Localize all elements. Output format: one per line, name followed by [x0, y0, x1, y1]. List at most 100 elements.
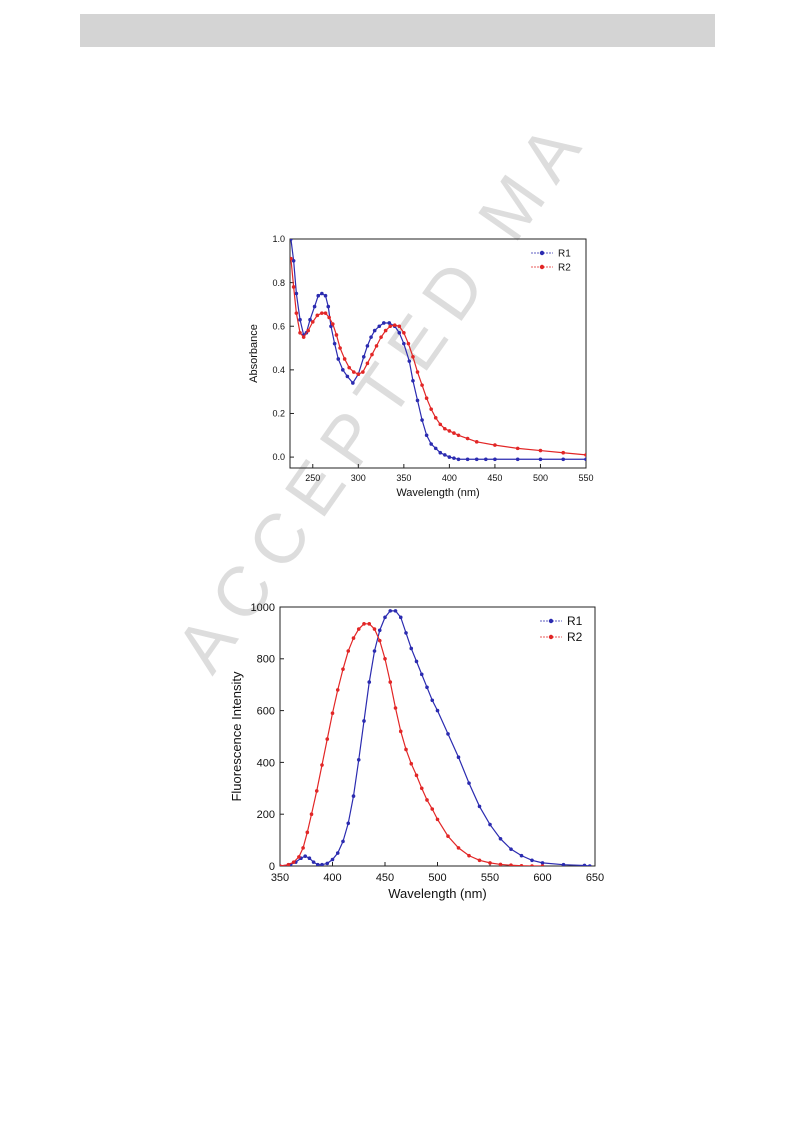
data-point	[316, 293, 321, 298]
data-point	[356, 627, 361, 631]
data-point	[286, 862, 291, 866]
x-tick-label: 350	[271, 872, 289, 884]
data-point	[420, 383, 424, 387]
legend-label: R1	[558, 248, 571, 259]
data-point	[362, 719, 366, 723]
data-point	[341, 368, 345, 372]
data-point	[397, 330, 402, 335]
y-axis-title: Absorbance	[248, 324, 260, 383]
data-point	[305, 830, 310, 835]
data-point	[316, 862, 320, 866]
data-point	[515, 457, 520, 462]
data-point	[314, 789, 319, 793]
data-point	[452, 431, 456, 435]
data-point	[409, 761, 414, 766]
data-point	[323, 293, 328, 298]
data-point	[330, 711, 335, 715]
legend-marker	[539, 264, 545, 270]
data-point	[338, 346, 342, 350]
data-point	[443, 426, 447, 431]
data-point	[335, 851, 340, 855]
data-point	[393, 609, 398, 613]
data-point	[351, 370, 356, 374]
data-point	[398, 729, 403, 734]
data-point	[540, 861, 545, 865]
y-tick-label: 0.0	[272, 452, 285, 462]
series-r2	[290, 256, 586, 457]
data-point	[311, 860, 316, 864]
data-point	[346, 821, 351, 826]
y-tick-label: 0.4	[272, 365, 285, 375]
data-point	[561, 450, 566, 455]
data-point	[467, 781, 471, 785]
x-axis-title: Wavelength (nm)	[396, 487, 479, 499]
x-tick-label: 400	[442, 473, 457, 483]
data-point	[414, 659, 419, 664]
data-point	[323, 311, 328, 315]
data-point	[443, 453, 447, 457]
legend-label: R2	[567, 630, 583, 644]
x-tick-label: 300	[351, 473, 366, 483]
data-point	[330, 857, 335, 862]
data-point	[377, 638, 382, 643]
data-point	[356, 372, 361, 377]
data-point	[415, 398, 420, 403]
legend-label: R2	[558, 262, 571, 273]
data-point	[430, 807, 435, 811]
data-point	[509, 847, 513, 851]
data-point	[290, 256, 293, 261]
data-point	[456, 755, 461, 760]
x-tick-label: 550	[481, 872, 499, 884]
data-point	[369, 335, 373, 339]
data-point	[374, 344, 379, 348]
data-point	[325, 737, 330, 741]
data-point	[320, 763, 324, 767]
data-point	[406, 341, 411, 346]
y-tick-label: 200	[257, 809, 275, 821]
data-point	[414, 773, 419, 778]
data-point	[456, 433, 461, 438]
data-point	[456, 846, 461, 850]
y-tick-label: 0	[269, 861, 275, 873]
data-point	[291, 285, 296, 289]
data-point	[438, 450, 443, 455]
data-point	[411, 354, 415, 359]
data-point	[515, 446, 520, 451]
data-point	[351, 381, 355, 385]
fluorescence-chart: 350 400 450 500 550 600 650 0 200 400 600 800 1000 Wa…	[229, 602, 604, 901]
x-tick-label: 600	[533, 872, 551, 884]
data-point	[347, 365, 351, 370]
data-point	[474, 457, 479, 462]
absorbance-chart: 250 300 350 400 450 500 550 0.0 0.2 0.4 0.6 0.8 1.0 W…	[248, 234, 594, 499]
x-tick-label: 250	[305, 473, 320, 483]
series-line	[290, 258, 586, 456]
data-point	[387, 321, 392, 325]
data-point	[398, 615, 403, 620]
data-point	[372, 649, 377, 653]
data-point	[425, 685, 429, 690]
data-point	[409, 646, 414, 651]
data-point	[430, 698, 435, 703]
series-line	[290, 239, 586, 460]
data-point	[538, 457, 543, 462]
x-tick-label: 500	[533, 473, 548, 483]
data-point	[294, 291, 299, 296]
data-point	[402, 330, 406, 335]
legend-marker	[548, 634, 554, 640]
x-tick-label: 500	[428, 872, 446, 884]
data-point	[452, 456, 456, 460]
data-point	[446, 732, 450, 736]
data-point	[493, 457, 497, 462]
data-point	[331, 322, 335, 326]
data-point	[419, 672, 424, 677]
data-point	[310, 320, 315, 324]
data-point	[320, 311, 324, 315]
data-point	[404, 747, 408, 752]
data-point	[540, 864, 545, 866]
data-point	[425, 798, 429, 802]
y-tick-label: 400	[257, 757, 275, 769]
data-point	[379, 335, 383, 339]
data-point	[346, 649, 351, 653]
data-point	[419, 786, 424, 791]
data-point	[315, 313, 320, 318]
